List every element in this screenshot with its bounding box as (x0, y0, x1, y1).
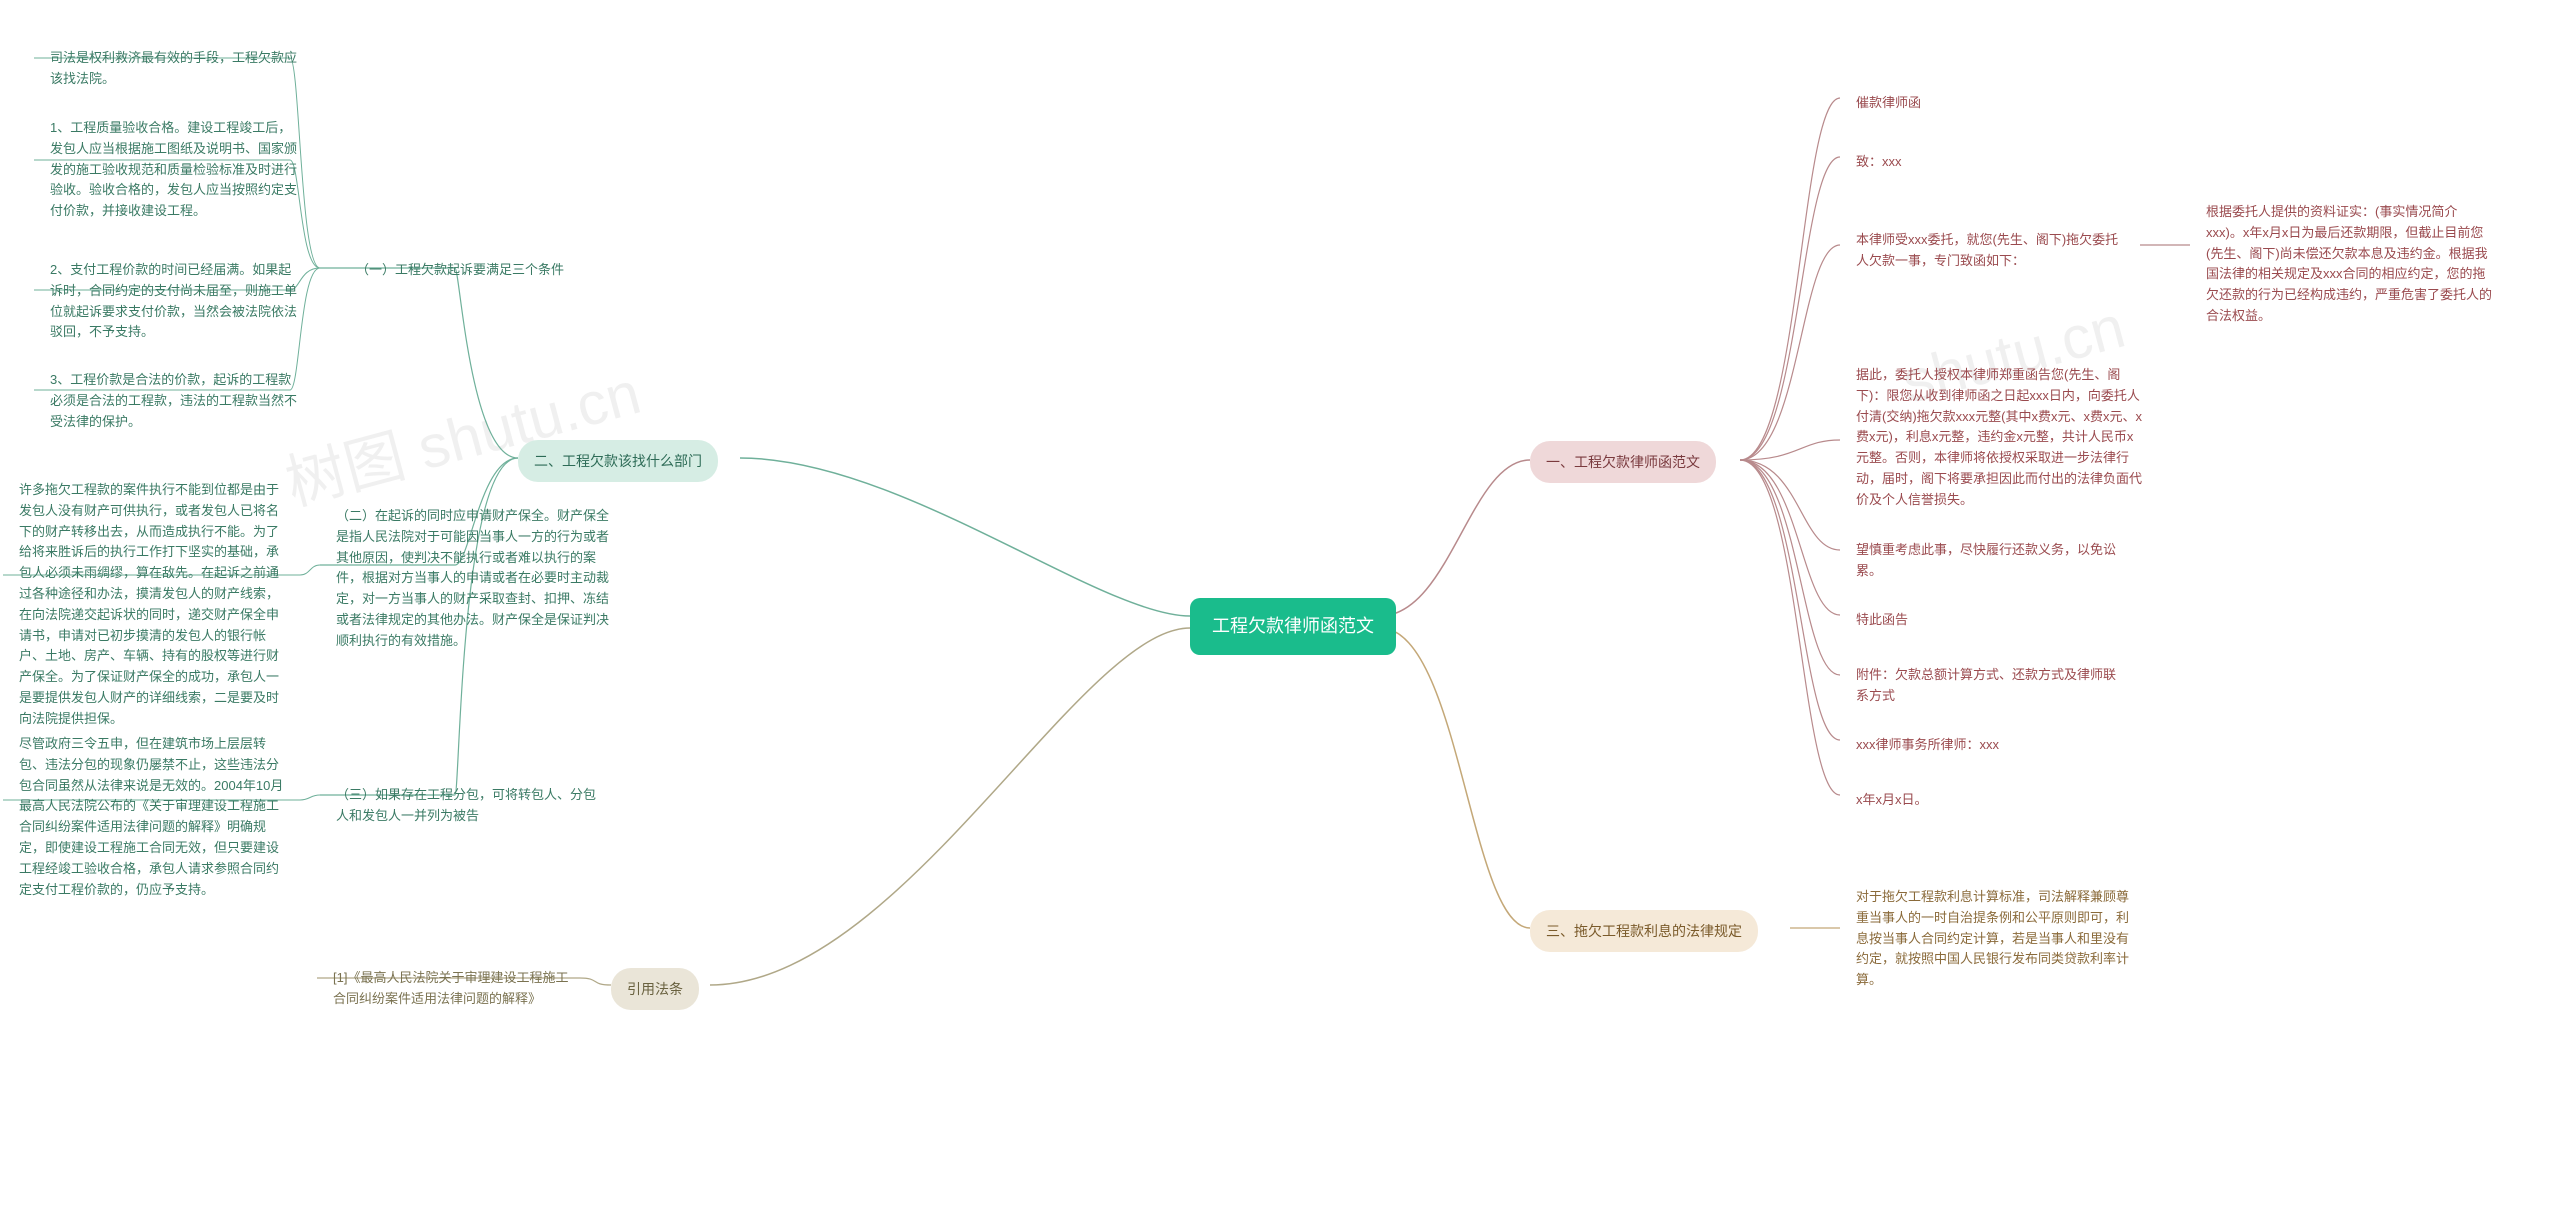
sub-node[interactable]: （一）工程欠款起诉要满足三个条件 (320, 250, 580, 291)
leaf: 3、工程价款是合法的价款，起诉的工程款必须是合法的工程款，违法的工程款当然不受法… (34, 360, 314, 442)
branch-2[interactable]: 二、工程欠款该找什么部门 (518, 440, 718, 482)
leaf: 1、工程质量验收合格。建设工程竣工后，发包人应当根据施工图纸及说明书、国家颁发的… (34, 108, 314, 232)
leaf: 致：xxx (1840, 142, 2040, 183)
leaf: 特此函告 (1840, 600, 2040, 641)
leaf: 对于拖欠工程款利息计算标准，司法解释兼顾尊重当事人的一时自治提条例和公平原则即可… (1840, 877, 2150, 1001)
leaf: 催款律师函 (1840, 83, 2040, 124)
leaf: 尽管政府三令五申，但在建筑市场上层层转包、违法分包的现象仍屡禁不止，这些违法分包… (3, 724, 303, 910)
leaf: 司法是权利救济最有效的手段，工程欠款应该找法院。 (34, 38, 314, 100)
sub-node[interactable]: （三）如果存在工程分包，可将转包人、分包人和发包人一并列为被告 (320, 775, 620, 837)
leaf: 据此，委托人授权本律师郑重函告您(先生、阁下)：限您从收到律师函之日起xxx日内… (1840, 355, 2160, 521)
leaf: 许多拖欠工程款的案件执行不能到位都是由于发包人没有财产可供执行，或者发包人已将名… (3, 470, 303, 740)
leaf: 望慎重考虑此事，尽快履行还款义务，以免讼累。 (1840, 530, 2140, 592)
leaf: x年x月x日。 (1840, 780, 2040, 821)
branch-4[interactable]: 引用法条 (611, 968, 699, 1010)
leaf: [1]《最高人民法院关于审理建设工程施工合同纠纷案件适用法律问题的解释》 (317, 958, 597, 1020)
branch-1[interactable]: 一、工程欠款律师函范文 (1530, 441, 1716, 483)
sub-node[interactable]: （二）在起诉的同时应申请财产保全。财产保全是指人民法院对于可能因当事人一方的行为… (320, 496, 630, 662)
leaf: xxx律师事务所律师：xxx (1840, 725, 2100, 766)
leaf: 根据委托人提供的资料证实：(事实情况简介xxx)。x年x月x日为最后还款期限，但… (2190, 192, 2510, 337)
branch-3[interactable]: 三、拖欠工程款利息的法律规定 (1530, 910, 1758, 952)
leaf: 2、支付工程价款的时间已经届满。如果起诉时，合同约定的支付尚未届至，则施工单位就… (34, 250, 314, 353)
leaf: 本律师受xxx委托，就您(先生、阁下)拖欠委托人欠款一事，专门致函如下： (1840, 220, 2140, 282)
leaf: 附件：欠款总额计算方式、还款方式及律师联系方式 (1840, 655, 2140, 717)
root-node[interactable]: 工程欠款律师函范文 (1190, 598, 1396, 655)
